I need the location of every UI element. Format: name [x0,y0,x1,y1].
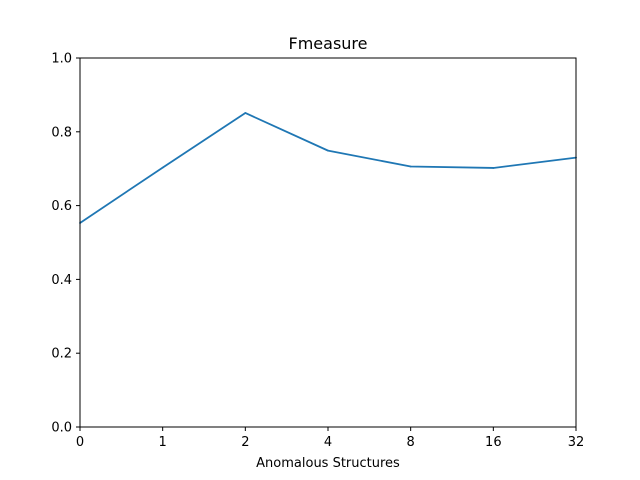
x-axis-label: Anomalous Structures [256,456,400,471]
x-tick-label: 8 [407,435,415,450]
plot-frame [79,57,577,428]
data-point [244,112,247,114]
data-point [161,166,164,169]
chart-title: Fmeasure [289,34,368,53]
y-tick-label: 0.2 [51,347,72,362]
x-tick-label: 32 [568,435,585,450]
x-tick-label: 0 [76,435,84,450]
x-axis: 0 1 2 4 8 16 32 [76,427,584,450]
x-tick-label: 16 [485,435,502,450]
data-point [492,167,495,169]
x-tick-label: 1 [159,435,167,450]
y-tick-label: 1.0 [51,52,72,67]
y-tick-label: 0.0 [51,421,72,436]
x-tick-label: 2 [241,435,249,450]
y-tick-label: 0.4 [51,273,72,288]
y-tick-label: 0.6 [51,199,72,214]
data-point [409,165,412,168]
y-tick-label: 0.8 [51,125,72,140]
x-tick-label: 4 [324,435,332,450]
data-point [327,149,329,152]
y-axis: 0.0 0.2 0.4 0.6 0.8 1.0 [51,52,80,436]
